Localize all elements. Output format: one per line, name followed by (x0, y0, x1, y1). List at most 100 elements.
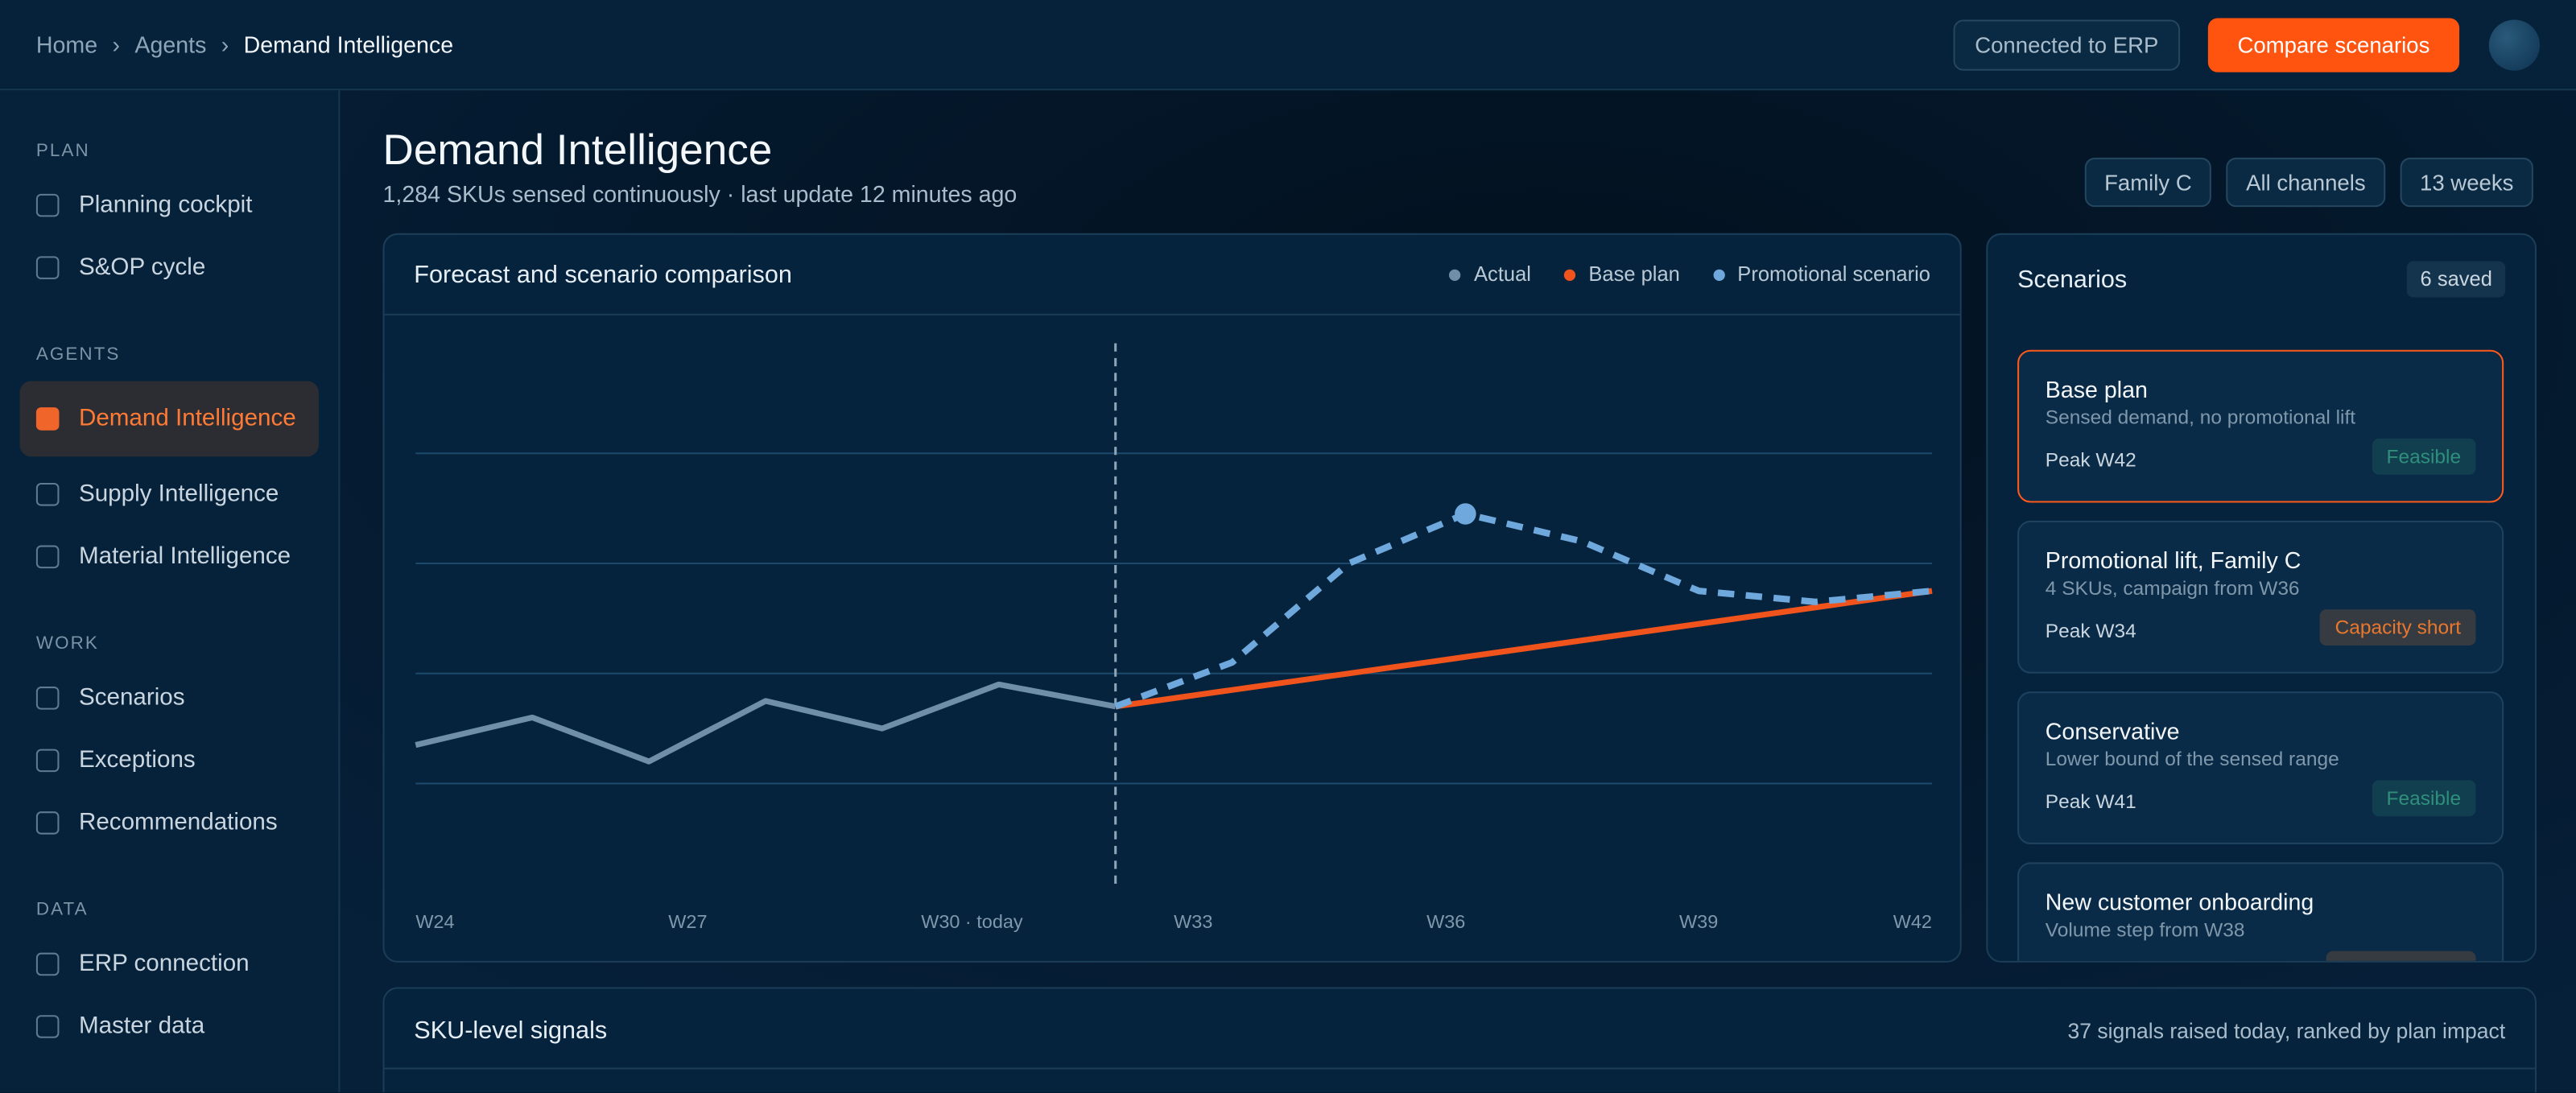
scenario-card[interactable]: Base plan Sensed demand, no promotional l… (2017, 349, 2504, 503)
legend-item: Promotional scenario (1712, 262, 1930, 287)
nav-label: Recommendations (78, 810, 278, 836)
scenario-peak: Peak W34 (2045, 619, 2136, 642)
chart: W24 W27 W30 · today W33 W36 W39 W42 (415, 343, 1933, 932)
scenario-status: Feasible (2372, 780, 2476, 817)
legend-dot (1712, 269, 1724, 281)
scenario-peak: Peak W42 (2045, 448, 2136, 472)
legend-dot (1563, 269, 1576, 281)
nav-icon (35, 545, 60, 569)
nav-item[interactable]: Supply Intelligence (19, 467, 318, 522)
compare-button[interactable]: Compare scenarios (2207, 18, 2460, 72)
legend-label: Actual (1474, 262, 1531, 287)
legend-item: Base plan (1563, 262, 1680, 287)
scenario-name: Promotional lift, Family C (2045, 546, 2301, 574)
signals-card: SKU-level signals 37 signals raised toda… (382, 987, 2537, 1093)
nav-label: Demand Intelligence (78, 406, 296, 432)
legend: Actual Base plan Promotional scenario (1449, 262, 1930, 287)
nav-icon (35, 193, 60, 217)
avatar[interactable] (2488, 19, 2541, 71)
nav-section: PLAN (35, 141, 90, 161)
legend-label: Base plan (1588, 262, 1680, 287)
scenario-name: New customer onboarding (2045, 889, 2314, 915)
divider (384, 1067, 2535, 1070)
nav-label: Scenarios (78, 685, 185, 711)
separator: › (112, 31, 121, 58)
scenario-peak: Peak W41 (2045, 790, 2136, 814)
erp-status[interactable]: Connected to ERP (1953, 19, 2181, 71)
nav-icon (35, 482, 60, 506)
nav-label: Master data (78, 1013, 205, 1040)
x-tick-label: W36 (1426, 911, 1465, 932)
breadcrumb: Home › Agents › Demand Intelligence (36, 31, 453, 58)
nav-item[interactable]: Exceptions (19, 732, 318, 788)
x-tick-label: W27 (668, 911, 707, 932)
nav-item[interactable]: ERP connection (19, 936, 318, 992)
nav-section: AGENTS (35, 344, 121, 365)
scenario-desc: 4 SKUs, campaign from W36 (2045, 576, 2300, 600)
nav-item[interactable]: Demand Intelligence (19, 381, 319, 457)
filter-chip[interactable]: 13 weeks (2400, 157, 2533, 208)
signals-title: SKU-level signals (414, 1017, 608, 1045)
scenario-name: Conservative (2045, 717, 2180, 744)
nav-icon (35, 1015, 60, 1038)
x-tick-label: W33 (1174, 911, 1212, 932)
nav-item[interactable]: S&OP cycle (19, 240, 318, 295)
nav-label: S&OP cycle (78, 254, 206, 281)
nav-label: ERP connection (78, 951, 250, 978)
scenario-desc: Sensed demand, no promotional lift (2045, 406, 2356, 429)
legend-item: Actual (1449, 262, 1531, 287)
scenario-name: Base plan (2045, 376, 2148, 402)
chart-card: Forecast and scenario comparison Actual B… (382, 233, 1962, 963)
nav-icon (35, 749, 60, 773)
nav-section: WORK (35, 633, 99, 654)
x-tick-label: W42 (1893, 911, 1932, 932)
crumb: Demand Intelligence (243, 31, 454, 58)
filter-chip[interactable]: Family C (2084, 157, 2212, 208)
series-line (1114, 510, 1933, 710)
nav-icon (35, 811, 60, 835)
crumb[interactable]: Agents (134, 31, 207, 58)
scenarios-card: Scenarios 6 saved Base plan Sensed demand… (1986, 233, 2537, 963)
scenario-status: Feasible (2372, 438, 2476, 475)
nav-icon (35, 687, 60, 710)
page-subtitle: 1,284 SKUs sensed continuously · last up… (382, 180, 1018, 208)
chart-header: Forecast and scenario comparison Actual B… (384, 235, 1960, 316)
nav-label: Supply Intelligence (78, 481, 279, 508)
x-tick-label: W39 (1679, 911, 1718, 932)
nav-icon (35, 952, 60, 976)
nav-item[interactable]: Material Intelligence (19, 529, 318, 584)
nav-icon (35, 407, 60, 431)
series-line (415, 681, 1117, 765)
x-tick-label: W30 · today (921, 911, 1023, 932)
legend-label: Promotional scenario (1737, 262, 1930, 287)
scenario-status: Material short (2326, 951, 2476, 961)
nav-item[interactable]: Recommendations (19, 795, 318, 851)
nav-item[interactable]: Scenarios (19, 670, 318, 726)
scenario-desc: Lower bound of the sensed range (2045, 747, 2339, 771)
nav-item[interactable]: Planning cockpit (19, 177, 318, 233)
nav-item[interactable]: Master data (19, 999, 318, 1054)
scenarios-title: Scenarios (2017, 266, 2128, 295)
separator: › (221, 31, 229, 58)
scenario-desc: Volume step from W38 (2045, 918, 2245, 942)
nav-section: DATA (35, 900, 89, 920)
scenario-card[interactable]: Conservative Lower bound of the sensed ra… (2017, 691, 2504, 844)
nav-label: Planning cockpit (78, 192, 253, 219)
signals-note: 37 signals raised today, ranked by plan … (2067, 1018, 2506, 1043)
filter-chip[interactable]: All channels (2226, 157, 2386, 208)
crumb[interactable]: Home (35, 31, 98, 58)
top-bar: Home › Agents › Demand Intelligence Connecte… (0, 0, 2576, 91)
scenario-card[interactable]: New customer onboarding Volume step from … (2017, 862, 2504, 961)
nav-label: Material Intelligence (78, 543, 291, 571)
scenario-list: Base plan Sensed demand, no promotional l… (2017, 349, 2504, 961)
page-title: Demand Intelligence (382, 125, 773, 175)
nav-label: Exceptions (78, 747, 196, 774)
highlight-point (1455, 503, 1476, 525)
nav-icon (35, 256, 60, 279)
scenarios-count: 6 saved (2407, 261, 2506, 298)
sidebar: PLAN Planning cockpit S&OP cycle AGENTS Dema… (0, 90, 341, 1093)
series-line (1115, 588, 1933, 710)
